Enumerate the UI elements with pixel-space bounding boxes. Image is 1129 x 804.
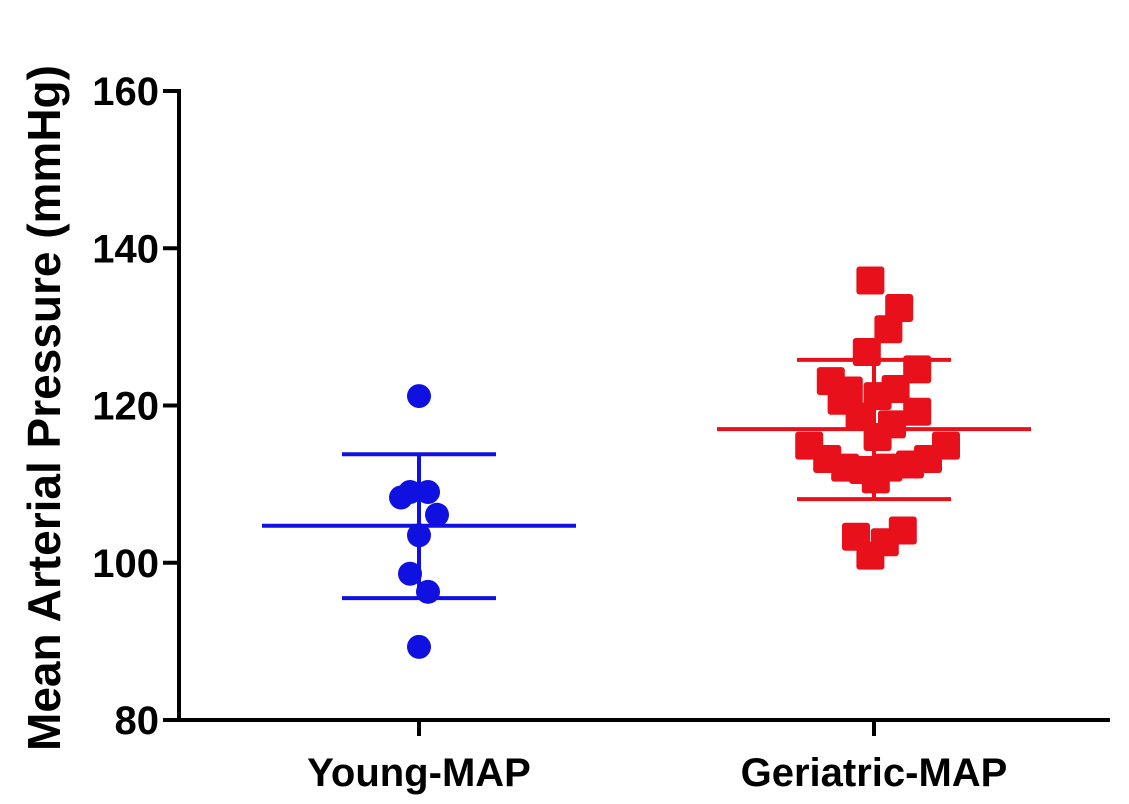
y-tick-label: 160 <box>92 70 159 114</box>
geriatric-map-point <box>874 315 903 344</box>
geriatric-map-point <box>896 450 924 479</box>
young-map-point <box>416 479 440 504</box>
young-map-point <box>407 634 431 659</box>
geriatric-map-point <box>903 397 932 426</box>
y-tick-label: 80 <box>115 699 160 743</box>
geriatric-map-point <box>856 266 885 295</box>
geriatric-map-point <box>885 294 914 323</box>
geriatric-map-point <box>861 465 890 494</box>
y-tick-label: 140 <box>92 227 159 271</box>
y-tick-label: 120 <box>92 385 159 429</box>
young-map-point <box>398 479 422 504</box>
y-tick-label: 100 <box>92 542 159 586</box>
young-map-point <box>407 384 431 409</box>
data-points <box>389 266 960 659</box>
geriatric-map-point <box>863 422 892 451</box>
axes <box>177 89 1110 722</box>
x-category-label: Young-MAP <box>307 751 531 795</box>
geriatric-map-point <box>903 355 932 384</box>
geriatric-map-point <box>852 338 881 367</box>
young-map-point <box>398 561 422 586</box>
young-map-point <box>425 502 449 527</box>
error-bars <box>262 357 1031 601</box>
x-ticks: Young-MAP Geriatric-MAP <box>307 720 1007 795</box>
young-map-point <box>407 523 431 548</box>
x-category-label: Geriatric-MAP <box>741 751 1008 795</box>
geriatric-map-point <box>856 541 885 570</box>
young-map-point <box>416 579 440 604</box>
y-axis-title: Mean Arterial Pressure (mmHg) <box>18 65 70 751</box>
y-ticks: 80 100 120 140 160 <box>92 70 179 743</box>
